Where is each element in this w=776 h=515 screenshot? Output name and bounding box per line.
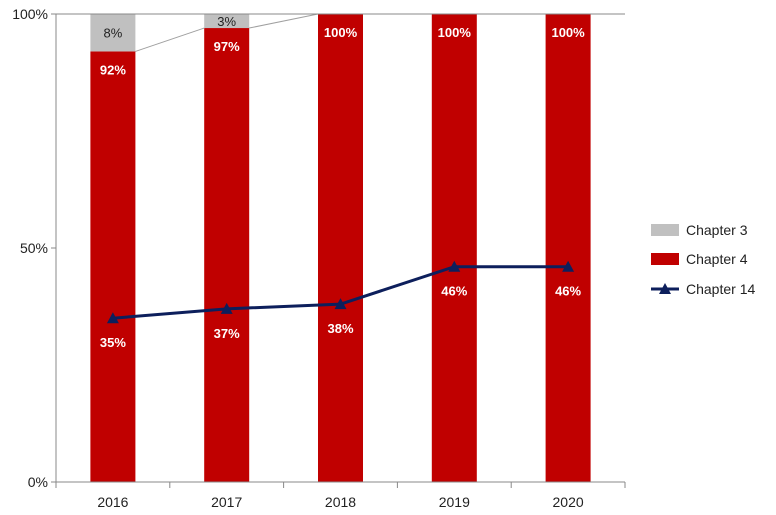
bar-chapter-3-2017 bbox=[204, 14, 250, 29]
y-tick-label: 0% bbox=[28, 474, 48, 490]
data-label-chapter-14: 38% bbox=[327, 321, 353, 336]
series-line-1 bbox=[249, 13, 319, 29]
data-label-chapter-4: 92% bbox=[100, 62, 126, 77]
data-label-chapter-14: 46% bbox=[555, 284, 581, 299]
legend-label-chapter-14: Chapter 14 bbox=[686, 281, 755, 297]
bar-chapter-4-2018 bbox=[318, 14, 363, 482]
x-tick-label: 2017 bbox=[211, 494, 242, 510]
x-tick-label: 2020 bbox=[553, 494, 584, 510]
point-chapter-14-2020 bbox=[562, 260, 575, 272]
y-tick-label: 100% bbox=[12, 6, 48, 22]
point-chapter-14-2016 bbox=[106, 312, 119, 324]
series-line-0 bbox=[135, 27, 205, 52]
data-label-chapter-3: 8% bbox=[104, 26, 123, 41]
legend-swatch-chapter-3 bbox=[651, 224, 679, 236]
data-label-chapter-4: 100% bbox=[551, 25, 585, 40]
legend-marker-chapter-14 bbox=[659, 283, 671, 294]
legend-swatch-chapter-4 bbox=[651, 253, 679, 265]
x-tick-label: 2019 bbox=[439, 494, 470, 510]
x-tick-label: 2018 bbox=[325, 494, 356, 510]
data-label-chapter-3: 3% bbox=[217, 14, 236, 29]
point-chapter-14-2017 bbox=[220, 302, 233, 314]
bar-chapter-4-2017 bbox=[204, 28, 250, 482]
data-label-chapter-14: 37% bbox=[214, 326, 240, 341]
x-tick-label: 2016 bbox=[97, 494, 128, 510]
point-chapter-14-2018 bbox=[334, 298, 347, 310]
legend-label-chapter-4: Chapter 4 bbox=[686, 251, 748, 267]
data-label-chapter-4: 100% bbox=[438, 25, 472, 40]
point-chapter-14-2019 bbox=[448, 260, 461, 272]
bar-chapter-4-2019 bbox=[431, 14, 477, 482]
bar-chapter-4-2016 bbox=[90, 51, 136, 482]
legend-label-chapter-3: Chapter 3 bbox=[686, 222, 748, 238]
y-tick-label: 50% bbox=[20, 240, 48, 256]
data-label-chapter-4: 100% bbox=[324, 25, 358, 40]
bar-chapter-4-2020 bbox=[545, 14, 591, 482]
data-label-chapter-14: 46% bbox=[441, 284, 467, 299]
bar-chapter-3-2016 bbox=[90, 14, 136, 52]
data-label-chapter-14: 35% bbox=[100, 335, 126, 350]
data-label-chapter-4: 97% bbox=[214, 39, 240, 54]
